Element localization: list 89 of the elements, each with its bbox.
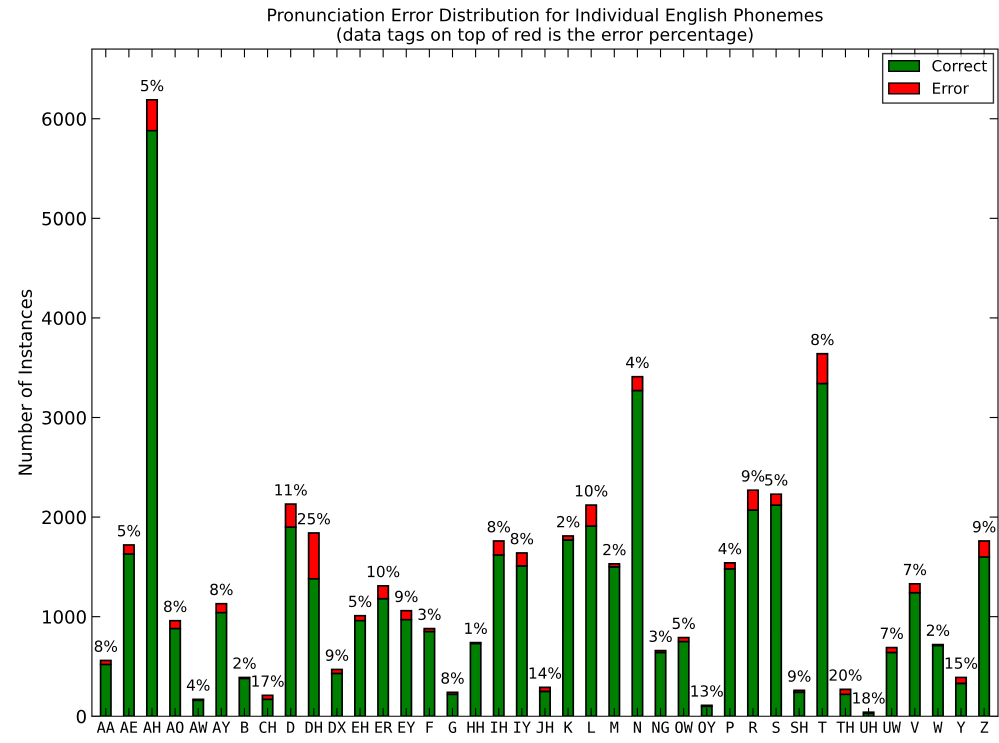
y-tick-label: 1000 (43, 610, 86, 624)
annotation: 11% (275, 484, 307, 496)
annotation: 5% (118, 524, 140, 536)
annotation: 15% (946, 657, 978, 669)
annotation: 14% (530, 667, 562, 679)
annotation: 8% (488, 520, 510, 532)
x-tick-label: CH (259, 721, 276, 734)
annotation: 9% (742, 470, 764, 482)
annotation: 2% (603, 544, 626, 556)
annotation: 7% (880, 627, 903, 640)
annotation: 8% (510, 532, 534, 544)
x-tick-label: Z (980, 722, 988, 733)
x-tick-label: AE (120, 722, 138, 733)
x-tick-label: UH (860, 722, 877, 734)
x-tick-label: EH (352, 722, 368, 733)
x-tick-label: B (241, 722, 248, 733)
x-tick-label: OW (675, 721, 693, 734)
annotation: 8% (164, 600, 186, 612)
x-tick-label: UW (884, 722, 901, 734)
x-tick-label: D (287, 722, 294, 733)
annotation: 5% (141, 80, 164, 92)
x-tick-label: N (634, 722, 641, 733)
x-tick-label: DX (328, 722, 346, 733)
annotation: 2% (233, 657, 256, 669)
annotation: 10% (368, 566, 400, 578)
annotation: 8% (94, 640, 118, 652)
annotation: 4% (626, 356, 649, 368)
y-axis-title: Number of Instances (18, 290, 32, 475)
x-tick-label: T (818, 722, 827, 733)
x-tick-label: S (772, 721, 780, 734)
x-tick-label: Y (956, 722, 966, 733)
x-tick-label: M (610, 722, 618, 733)
annotation: 9% (395, 590, 418, 602)
x-tick-label: W (933, 722, 942, 733)
x-tick-label: P (726, 722, 734, 733)
x-tick-label: IY (514, 722, 531, 733)
annotation: 1% (465, 622, 487, 634)
annotation: 25% (298, 512, 330, 524)
y-tick-label: 3000 (42, 410, 86, 425)
annotation: 2% (557, 516, 580, 528)
annotation: 8% (210, 584, 233, 596)
annotation: 9% (788, 670, 810, 682)
x-tick-label: SH (791, 721, 808, 734)
x-tick-label: JH (536, 722, 554, 734)
annotation: 5% (765, 474, 788, 486)
annotation: 8% (441, 672, 464, 684)
x-tick-label: AW (189, 722, 208, 733)
annotation: 7% (904, 564, 926, 576)
annotation: 3% (650, 630, 672, 642)
legend-label: Correct (932, 60, 987, 72)
annotation: 2% (926, 624, 950, 636)
legend-label: Error (933, 82, 969, 94)
annotation: 20% (830, 669, 862, 681)
annotation: 9% (972, 520, 996, 532)
x-tick-label: AO (166, 721, 184, 734)
y-tick-label: 0 (76, 710, 86, 724)
annotation: 4% (186, 679, 210, 691)
annotation: 5% (672, 618, 695, 630)
x-tick-label: OY (698, 721, 716, 734)
x-tick-label: EY (398, 722, 416, 733)
chart-title: Pronunciation Error Distribution for Individual English Phonemes (data tags on top of red is the error percentage) (268, 8, 823, 44)
annotation: 13% (691, 685, 723, 697)
annotation: 10% (576, 485, 608, 497)
y-tick-label: 2000 (42, 510, 86, 524)
annotation: 17% (252, 675, 284, 687)
x-tick-label: AA (96, 722, 115, 733)
x-tick-label: V (910, 722, 919, 733)
y-tick-label: 5000 (42, 212, 86, 226)
x-tick-label: L (588, 722, 596, 733)
x-tick-label: G (448, 721, 456, 734)
x-tick-label: F (426, 722, 434, 733)
x-tick-label: K (564, 722, 573, 733)
x-tick-label: NG (652, 721, 669, 734)
x-tick-label: DH (306, 722, 322, 733)
x-tick-label: ER (375, 722, 392, 733)
annotation: 8% (811, 334, 834, 346)
x-tick-label: HH (467, 722, 484, 733)
annotation: 18% (853, 692, 885, 704)
x-tick-label: R (749, 722, 758, 733)
x-tick-label: IH (491, 722, 507, 733)
x-tick-label: TH (836, 722, 854, 733)
y-tick-label: 6000 (42, 112, 86, 126)
annotation: 5% (349, 596, 372, 608)
y-tick-label: 4000 (42, 311, 86, 326)
annotation: 4% (718, 542, 742, 554)
x-tick-label: AH (143, 722, 160, 733)
x-tick-label: AY (212, 722, 230, 733)
annotation: 3% (418, 608, 441, 620)
annotation: 9% (326, 649, 348, 661)
